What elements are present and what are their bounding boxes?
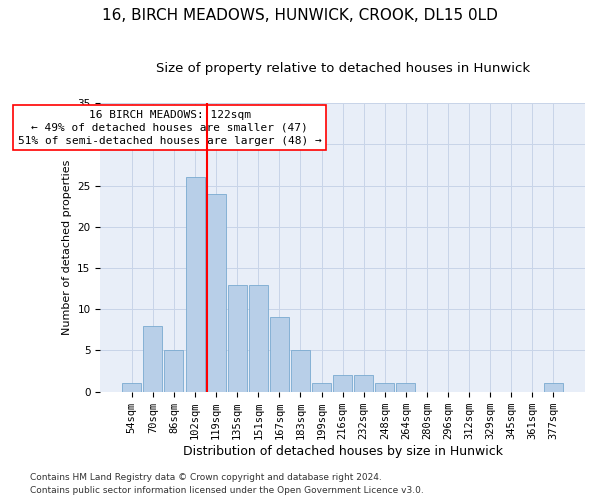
Text: 16 BIRCH MEADOWS: 122sqm
← 49% of detached houses are smaller (47)
51% of semi-d: 16 BIRCH MEADOWS: 122sqm ← 49% of detach… — [18, 110, 322, 146]
Bar — [143, 326, 163, 392]
Title: Size of property relative to detached houses in Hunwick: Size of property relative to detached ho… — [155, 62, 530, 76]
Bar — [312, 384, 331, 392]
X-axis label: Distribution of detached houses by size in Hunwick: Distribution of detached houses by size … — [182, 444, 503, 458]
Bar — [333, 375, 352, 392]
Bar — [291, 350, 310, 392]
Bar — [270, 318, 289, 392]
Bar — [397, 384, 415, 392]
Bar — [122, 384, 141, 392]
Y-axis label: Number of detached properties: Number of detached properties — [62, 160, 72, 335]
Bar — [354, 375, 373, 392]
Bar — [227, 284, 247, 392]
Bar — [185, 178, 205, 392]
Bar — [206, 194, 226, 392]
Bar — [544, 384, 563, 392]
Bar — [249, 284, 268, 392]
Text: Contains HM Land Registry data © Crown copyright and database right 2024.
Contai: Contains HM Land Registry data © Crown c… — [30, 474, 424, 495]
Bar — [375, 384, 394, 392]
Text: 16, BIRCH MEADOWS, HUNWICK, CROOK, DL15 0LD: 16, BIRCH MEADOWS, HUNWICK, CROOK, DL15 … — [102, 8, 498, 22]
Bar — [164, 350, 184, 392]
